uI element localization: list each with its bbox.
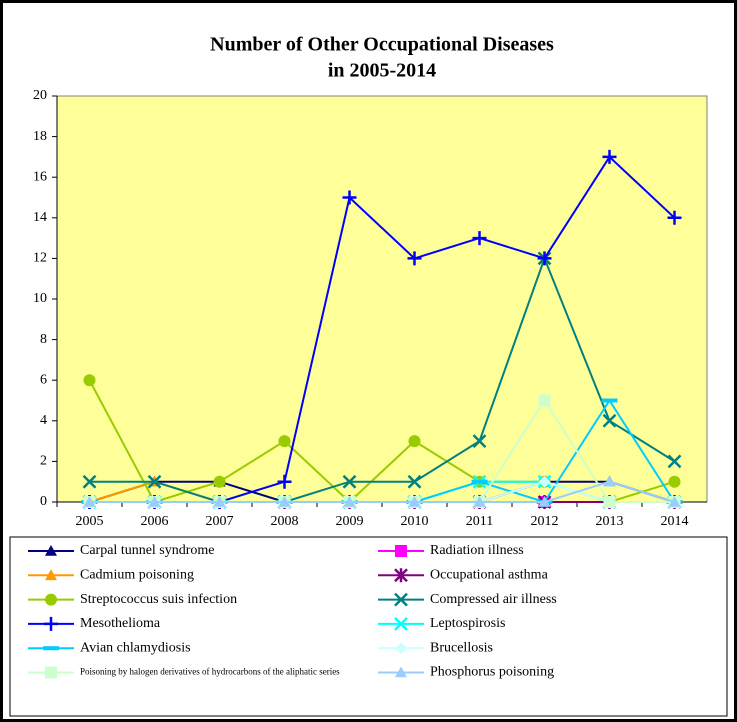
- marker: [83, 374, 96, 387]
- legend: [9, 536, 728, 717]
- marker: [277, 474, 292, 489]
- legend-label: Mesothelioma: [80, 616, 161, 631]
- marker: [395, 545, 407, 557]
- x-tick-label: 2011: [466, 514, 493, 529]
- chart-title: in 2005-2014: [328, 60, 436, 82]
- marker: [213, 496, 226, 507]
- y-tick-label: 10: [33, 291, 47, 306]
- series-line: [89, 255, 676, 503]
- marker: [603, 475, 616, 487]
- marker: [407, 251, 422, 266]
- marker: [668, 475, 681, 488]
- x-tick-label: 2006: [141, 514, 169, 529]
- plot-area: [56, 95, 708, 503]
- marker: [147, 474, 162, 489]
- marker: [602, 413, 617, 428]
- y-tick-label: 8: [40, 332, 47, 347]
- legend-label: Carpal tunnel syndrome: [80, 543, 215, 558]
- marker: [148, 496, 161, 507]
- marker: [603, 496, 616, 508]
- marker: [472, 231, 487, 246]
- x-tick-label: 2009: [336, 514, 364, 529]
- marker: [667, 454, 682, 469]
- legend-label: Radiation illness: [430, 543, 524, 558]
- y-tick-label: 18: [33, 129, 47, 144]
- y-tick-label: 4: [40, 413, 47, 428]
- marker: [343, 496, 356, 507]
- legend-label: Brucellosis: [430, 640, 493, 655]
- y-tick-label: 20: [33, 88, 47, 103]
- marker: [82, 474, 97, 489]
- series-line: [89, 480, 675, 503]
- marker: [342, 190, 357, 205]
- x-tick-label: 2013: [596, 514, 624, 529]
- legend-label: Avian chlamydiosis: [80, 640, 191, 655]
- marker: [44, 616, 58, 631]
- marker: [45, 545, 57, 556]
- marker: [668, 496, 681, 507]
- marker: [394, 592, 408, 607]
- marker: [213, 475, 226, 488]
- marker: [394, 568, 408, 583]
- marker: [394, 617, 408, 631]
- chart-title: Number of Other Occupational Diseases: [210, 34, 554, 56]
- y-tick-label: 6: [40, 372, 47, 387]
- marker: [45, 569, 57, 581]
- legend-label: Compressed air illness: [430, 592, 557, 607]
- y-tick-label: 16: [33, 169, 47, 184]
- x-tick-label: 2010: [401, 514, 429, 529]
- marker: [395, 666, 407, 678]
- marker: [537, 251, 552, 266]
- marker: [278, 496, 291, 507]
- legend-label: Cadmium poisoning: [80, 568, 194, 583]
- y-tick-label: 0: [40, 494, 47, 509]
- marker: [278, 435, 291, 448]
- marker: [408, 496, 421, 507]
- marker: [538, 496, 551, 507]
- marker: [408, 435, 421, 448]
- legend-label: Leptospirosis: [430, 616, 505, 631]
- x-tick-label: 2012: [531, 514, 559, 529]
- legend-label: Streptococcus suis infection: [80, 592, 237, 607]
- marker: [45, 593, 57, 606]
- marker: [538, 394, 551, 407]
- legend-label: Occupational asthma: [430, 568, 549, 583]
- y-tick-label: 2: [40, 454, 47, 469]
- legend-label: Poisoning by halogen derivatives of hydr…: [80, 667, 340, 677]
- x-tick-label: 2005: [76, 514, 104, 529]
- marker: [602, 149, 617, 164]
- x-tick-label: 2007: [206, 514, 234, 529]
- marker: [342, 474, 357, 489]
- marker: [472, 434, 487, 448]
- y-tick-label: 14: [33, 210, 47, 225]
- legend-label: Phosphorus poisoning: [430, 665, 554, 680]
- y-tick-label: 12: [33, 251, 47, 266]
- x-tick-label: 2014: [661, 514, 689, 529]
- marker: [395, 642, 407, 655]
- marker: [538, 475, 551, 488]
- marker: [83, 496, 96, 507]
- marker: [45, 666, 57, 679]
- x-tick-label: 2008: [271, 514, 299, 529]
- marker: [407, 474, 422, 489]
- marker: [667, 210, 682, 225]
- marker: [473, 496, 486, 507]
